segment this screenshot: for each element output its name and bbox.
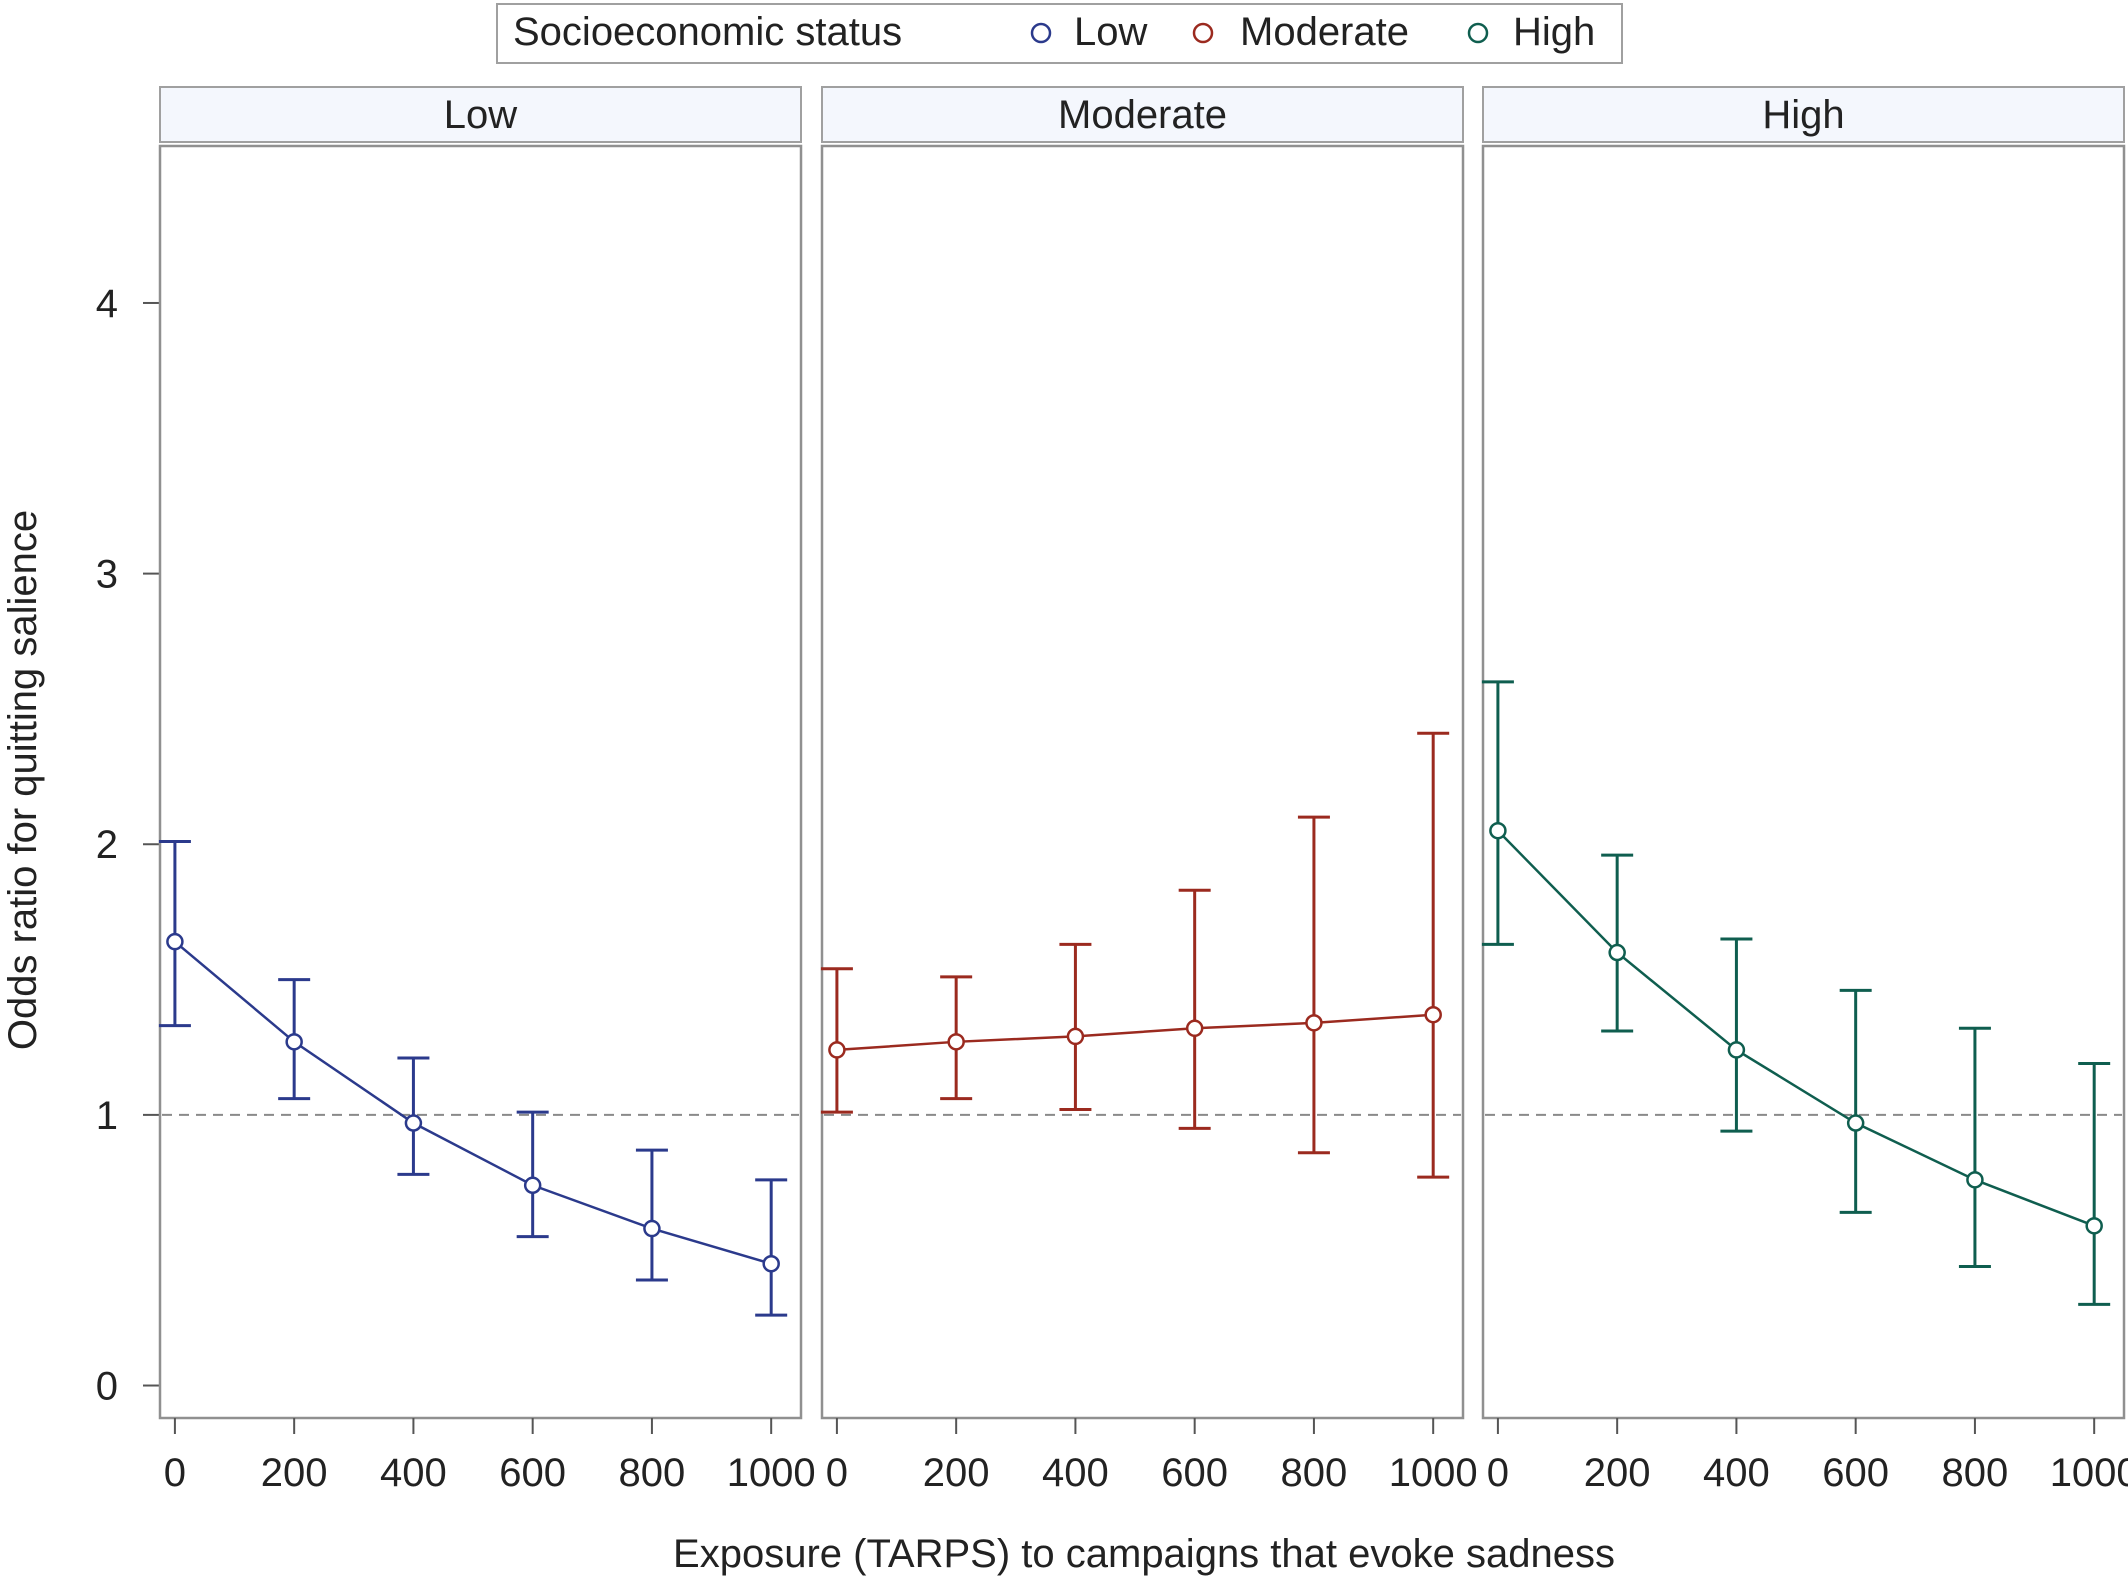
data-point — [166, 932, 184, 951]
panel-low: Low 0 200 400 600 800 1000 — [158, 86, 816, 1495]
x-tick-label: 0 — [164, 1451, 186, 1495]
x-tick-label: 600 — [499, 1451, 566, 1495]
series-line-moderate — [836, 1013, 1434, 1052]
data-point — [404, 1114, 423, 1132]
legend-marker-low — [1030, 22, 1052, 44]
legend-item-high: High — [1467, 10, 1595, 54]
data-point — [1305, 1014, 1323, 1032]
x-tick-label: 1000 — [2050, 1451, 2128, 1495]
series-line-low — [174, 940, 772, 1265]
panel-moderate: Moderate 0 200 400 600 800 1000 — [820, 86, 1478, 1495]
y-axis-label: Odds ratio for quitting salience — [1, 510, 45, 1050]
y-axis: 0 1 2 3 4 — [96, 282, 159, 1409]
x-tick-label: 200 — [1584, 1451, 1651, 1495]
x-tick-label: 1000 — [1389, 1451, 1478, 1495]
x-tick-label: 200 — [261, 1451, 328, 1495]
panel-header-moderate — [821, 86, 1464, 143]
data-point — [828, 1041, 846, 1059]
panels: Low 0 200 400 600 800 1000 Moderate 0 200 400 600 80… — [158, 86, 2128, 1495]
x-tick-label: 800 — [619, 1451, 686, 1495]
legend-marker-high — [1467, 22, 1489, 44]
y-tick-label: 4 — [96, 282, 118, 326]
x-tick-label: 0 — [826, 1451, 848, 1495]
legend-label-moderate: Moderate — [1240, 10, 1409, 54]
data-point — [1966, 1171, 1984, 1189]
panel-frame-high — [1481, 144, 2126, 1420]
x-tick-label: 800 — [1942, 1451, 2009, 1495]
data-point — [2085, 1217, 2103, 1235]
panel-title-low: Low — [444, 93, 517, 137]
data-point — [523, 1176, 542, 1195]
legend-label-high: High — [1513, 10, 1595, 54]
x-tick-label: 800 — [1281, 1451, 1348, 1495]
data-point — [285, 1033, 303, 1051]
data-point — [1608, 943, 1626, 962]
panel-frame-moderate — [820, 144, 1465, 1420]
data-point — [1066, 1027, 1085, 1046]
x-tick-label: 400 — [380, 1451, 447, 1495]
data-point — [1727, 1041, 1746, 1059]
panel-high: High 0 200 400 600 800 1000 — [1481, 86, 2128, 1495]
series-line-high — [1497, 829, 2095, 1228]
legend-marker-moderate — [1192, 22, 1214, 44]
data-point — [1185, 1019, 1204, 1038]
y-tick-label: 0 — [96, 1365, 118, 1409]
data-point — [762, 1254, 780, 1273]
y-tick-label: 3 — [96, 553, 118, 597]
data-point — [1489, 821, 1507, 840]
panel-frame-low — [158, 144, 803, 1420]
data-point — [643, 1219, 661, 1238]
legend-box — [496, 3, 1623, 64]
legend-item-moderate: Moderate — [1192, 10, 1409, 54]
x-tick-label: 1000 — [727, 1451, 816, 1495]
x-tick-label: 400 — [1042, 1451, 1109, 1495]
x-tick-label: 600 — [1161, 1451, 1228, 1495]
panel-header-low — [159, 86, 802, 143]
x-tick-label: 400 — [1703, 1451, 1770, 1495]
x-tick-label: 200 — [923, 1451, 990, 1495]
legend-title: Socioeconomic status — [513, 10, 902, 54]
data-point — [1846, 1114, 1865, 1132]
y-tick-label: 2 — [96, 823, 118, 867]
y-tick-label: 1 — [96, 1094, 118, 1138]
x-tick-label: 600 — [1822, 1451, 1889, 1495]
data-point — [947, 1033, 965, 1051]
legend-label-low: Low — [1074, 10, 1147, 54]
panel-title-high: High — [1762, 93, 1844, 137]
panel-title-moderate: Moderate — [1058, 93, 1227, 137]
data-point — [1424, 1005, 1442, 1024]
legend: Socioeconomic status Low Moderate High — [496, 3, 1623, 64]
x-tick-label: 0 — [1487, 1451, 1509, 1495]
panel-header-high — [1482, 86, 2125, 143]
legend-item-low: Low — [1030, 10, 1147, 54]
x-axis-label: Exposure (TARPS) to campaigns that evoke… — [673, 1532, 1615, 1576]
